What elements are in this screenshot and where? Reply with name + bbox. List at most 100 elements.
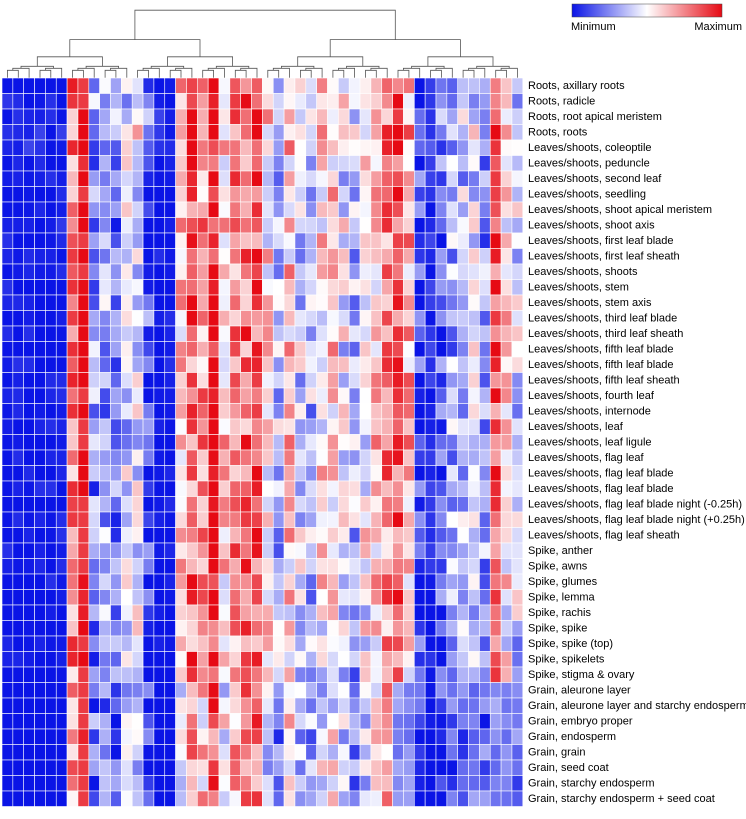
heatmap-cell (489, 434, 502, 451)
heatmap-cell (99, 279, 111, 296)
heatmap-cell (413, 201, 426, 218)
heatmap-cell (424, 542, 437, 559)
heatmap-cell (489, 108, 502, 125)
heatmap-cell (77, 279, 90, 296)
heatmap-cell (446, 449, 459, 466)
heatmap-cell (99, 759, 111, 776)
heatmap-cell (186, 418, 198, 435)
heatmap-cell (457, 713, 469, 730)
heatmap-cell (327, 775, 339, 792)
heatmap-cell (294, 558, 307, 575)
heatmap-cell (186, 201, 198, 218)
heatmap-cell (99, 294, 111, 311)
heatmap-cell (479, 713, 491, 730)
heatmap-cell (175, 697, 187, 714)
heatmap-cell (413, 620, 426, 637)
heatmap-cell (55, 434, 68, 451)
heatmap-cell (207, 217, 220, 234)
heatmap-cell (305, 108, 317, 125)
heatmap-cell (457, 728, 469, 745)
heatmap-cell (392, 387, 404, 404)
heatmap-cell (381, 325, 393, 342)
heatmap-cell (197, 155, 209, 172)
heatmap-cell (305, 604, 317, 621)
row-label: Leaves/shoots, fifth leaf sheath (528, 375, 680, 387)
heatmap-cell (457, 434, 469, 451)
heatmap-cell (207, 790, 220, 807)
heatmap-cell (153, 604, 166, 621)
heatmap-cell (272, 682, 285, 699)
heatmap-cell (99, 217, 111, 234)
heatmap-cell (359, 527, 372, 544)
heatmap-cell (370, 403, 383, 420)
heatmap-cell (413, 372, 426, 389)
heatmap-cell (55, 170, 68, 187)
heatmap-cell (424, 604, 437, 621)
heatmap-cell (23, 434, 35, 451)
heatmap-cell (164, 744, 176, 761)
heatmap-cell (186, 511, 198, 528)
heatmap-cell (413, 356, 426, 373)
heatmap-cell (457, 186, 469, 203)
heatmap-cell (88, 511, 100, 528)
heatmap-cell (489, 651, 502, 668)
heatmap-cell (175, 775, 187, 792)
heatmap-cell (262, 186, 274, 203)
heatmap-cell (392, 666, 404, 683)
dendrogram-branch (365, 69, 377, 78)
heatmap-cell (153, 201, 166, 218)
heatmap-cell (34, 465, 46, 482)
heatmap-cell (392, 124, 404, 141)
heatmap-cell (511, 542, 524, 559)
heatmap-cell (294, 403, 307, 420)
heatmap-cell (435, 248, 448, 265)
heatmap-cell (294, 620, 307, 637)
heatmap-cell (479, 341, 491, 358)
heatmap-cell (446, 418, 459, 435)
heatmap-cell (500, 201, 513, 218)
heatmap-cell (316, 372, 328, 389)
heatmap-cell (142, 465, 155, 482)
heatmap-cell (392, 744, 404, 761)
heatmap-cell (338, 325, 350, 342)
heatmap-cell (403, 139, 415, 156)
heatmap-cell (240, 387, 252, 404)
heatmap-cell (511, 372, 524, 389)
heatmap-cell (381, 620, 393, 637)
heatmap-cell (381, 589, 393, 606)
heatmap-cell (77, 651, 90, 668)
dendrogram-branch (267, 69, 280, 78)
heatmap-cell (164, 248, 176, 265)
heatmap-cell (457, 341, 469, 358)
heatmap-cell (218, 573, 231, 590)
heatmap-cell (12, 139, 25, 156)
heatmap-cell (77, 418, 90, 435)
heatmap-cell (12, 341, 25, 358)
heatmap-cell (272, 387, 285, 404)
heatmap-cell (262, 294, 274, 311)
heatmap-cell (424, 372, 437, 389)
heatmap-cell (446, 232, 459, 249)
heatmap-cell (77, 325, 90, 342)
heatmap-cell (500, 217, 513, 234)
heatmap-cell (55, 93, 68, 110)
heatmap-cell (511, 620, 524, 637)
heatmap-cell (88, 263, 100, 280)
heatmap-cell (327, 790, 339, 807)
heatmap-cell (511, 682, 524, 699)
heatmap-cell (175, 108, 187, 125)
heatmap-cell (186, 170, 198, 187)
heatmap-cell (164, 387, 176, 404)
heatmap-cell (424, 682, 437, 699)
heatmap-cell (316, 697, 328, 714)
heatmap-cell (381, 217, 393, 234)
heatmap-cell (229, 759, 242, 776)
heatmap-cell (500, 558, 513, 575)
heatmap-cell (142, 403, 155, 420)
heatmap-cell (468, 418, 480, 435)
heatmap-cell (164, 635, 176, 652)
heatmap-cell (164, 418, 176, 435)
heatmap-cell (511, 356, 524, 373)
heatmap-cell (424, 573, 437, 590)
heatmap-cell (424, 465, 437, 482)
